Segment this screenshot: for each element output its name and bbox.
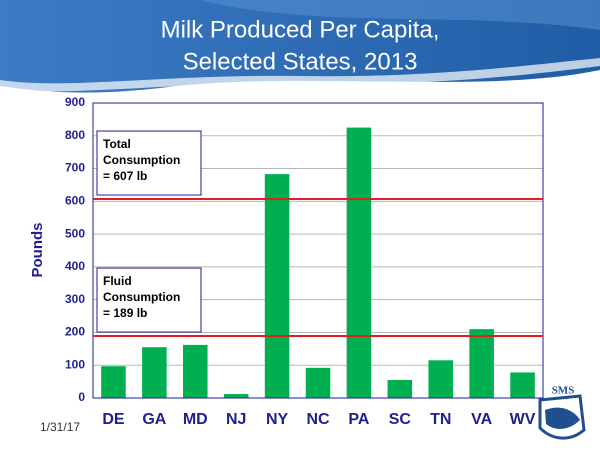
- title-line: Selected States, 2013: [183, 48, 418, 75]
- x-tick-label: NY: [266, 411, 289, 428]
- logo: SMS: [538, 385, 586, 440]
- annotation-text: Fluid: [103, 274, 132, 288]
- annotation-text: Total: [103, 137, 131, 151]
- annotation-box: [96, 130, 202, 196]
- y-tick-label: 400: [65, 259, 85, 273]
- annotation-text: = 607 lb: [103, 169, 147, 183]
- y-tick-label: 300: [65, 292, 85, 306]
- x-tick-label: NJ: [226, 411, 246, 428]
- y-tick-label: 800: [65, 128, 85, 142]
- header-swoosh: [0, 58, 600, 92]
- bar: [183, 344, 208, 398]
- annotation-text: Consumption: [103, 290, 180, 304]
- y-axis-label: Pounds: [29, 223, 46, 278]
- bar: [510, 372, 535, 398]
- logo-text: SMS: [552, 385, 575, 397]
- x-tick-label: WV: [510, 411, 536, 428]
- x-tick-label: SC: [389, 411, 412, 428]
- x-tick-label: PA: [348, 411, 369, 428]
- bar: [346, 127, 372, 398]
- x-tick-label: GA: [142, 411, 166, 428]
- x-tick-label: NC: [306, 411, 330, 428]
- bar: [428, 360, 453, 398]
- bar: [101, 366, 126, 398]
- bar: [387, 379, 413, 398]
- bar: [305, 367, 331, 398]
- logo-shape: [545, 407, 580, 429]
- x-tick-label: DE: [102, 411, 125, 428]
- bar: [223, 394, 249, 398]
- y-tick-label: 700: [65, 161, 85, 175]
- annotation-text: Consumption: [103, 153, 180, 167]
- y-tick-label: 200: [65, 325, 85, 339]
- y-tick-label: 100: [65, 357, 85, 371]
- header-wave: [200, 0, 600, 30]
- title-line: Milk Produced Per Capita,: [161, 16, 440, 43]
- y-tick-label: 500: [65, 226, 85, 240]
- annotation-text: = 189 lb: [103, 306, 147, 320]
- bar: [142, 347, 167, 398]
- bar: [469, 329, 494, 398]
- header-band: [0, 0, 600, 93]
- x-tick-label: MD: [183, 411, 208, 428]
- x-tick-label: VA: [471, 411, 492, 428]
- y-tick-label: 0: [78, 390, 85, 404]
- plot-border: [92, 102, 544, 399]
- bar: [264, 174, 290, 398]
- x-tick-label: TN: [430, 411, 451, 428]
- annotation-box: [96, 267, 202, 333]
- y-tick-label: 600: [65, 194, 85, 208]
- date: 1/31/17: [40, 420, 80, 434]
- y-tick-label: 900: [65, 95, 85, 109]
